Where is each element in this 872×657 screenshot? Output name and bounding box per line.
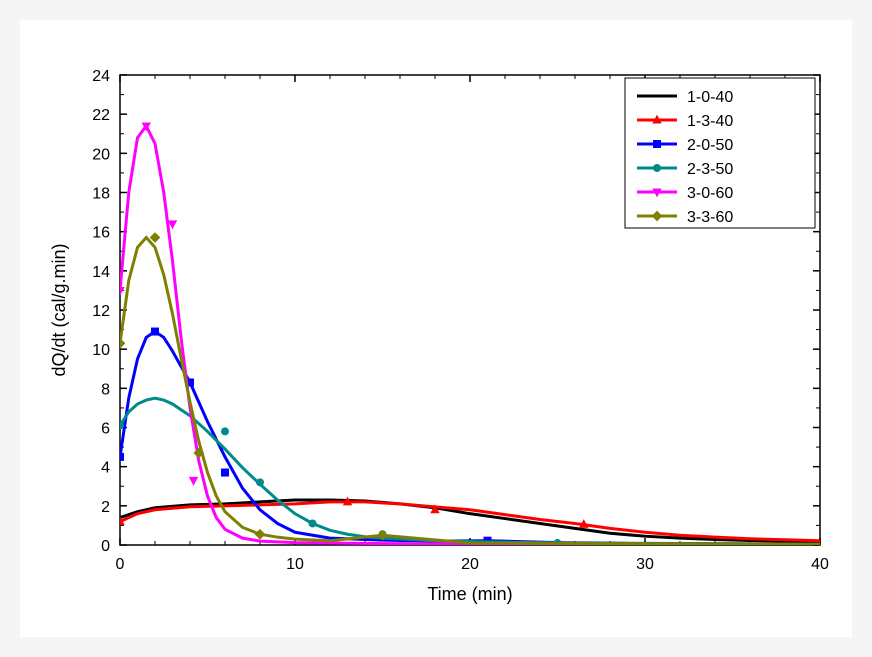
ytick-label: 20 <box>92 146 110 163</box>
ytick-label: 2 <box>101 499 110 516</box>
series-line <box>120 238 820 545</box>
series-line <box>120 502 820 541</box>
ytick-label: 0 <box>101 538 110 555</box>
ylabel: dQ/dt (cal/g.min) <box>49 243 69 376</box>
ytick-label: 6 <box>101 421 110 438</box>
ytick-label: 12 <box>92 303 110 320</box>
xtick-label: 20 <box>461 556 479 573</box>
ytick-label: 16 <box>92 225 110 242</box>
xtick-label: 10 <box>286 556 304 573</box>
ytick-label: 10 <box>92 342 110 359</box>
legend-label: 3-0-60 <box>687 185 733 202</box>
xtick-label: 30 <box>636 556 654 573</box>
xtick-label: 0 <box>116 556 125 573</box>
legend-label: 1-3-40 <box>687 113 733 130</box>
chart-container: 024681012141618202224010203040Time (min)… <box>20 20 852 637</box>
ytick-label: 24 <box>92 68 110 85</box>
ytick-label: 4 <box>101 460 110 477</box>
legend-label: 3-3-60 <box>687 209 733 226</box>
ytick-label: 14 <box>92 264 110 281</box>
ytick-label: 18 <box>92 186 110 203</box>
legend-label: 1-0-40 <box>687 89 733 106</box>
legend-label: 2-0-50 <box>687 137 733 154</box>
ytick-label: 8 <box>101 381 110 398</box>
ytick-label: 22 <box>92 107 110 124</box>
chart-svg: 024681012141618202224010203040Time (min)… <box>20 20 852 637</box>
xtick-label: 40 <box>811 556 829 573</box>
xlabel: Time (min) <box>427 584 512 604</box>
legend-label: 2-3-50 <box>687 161 733 178</box>
